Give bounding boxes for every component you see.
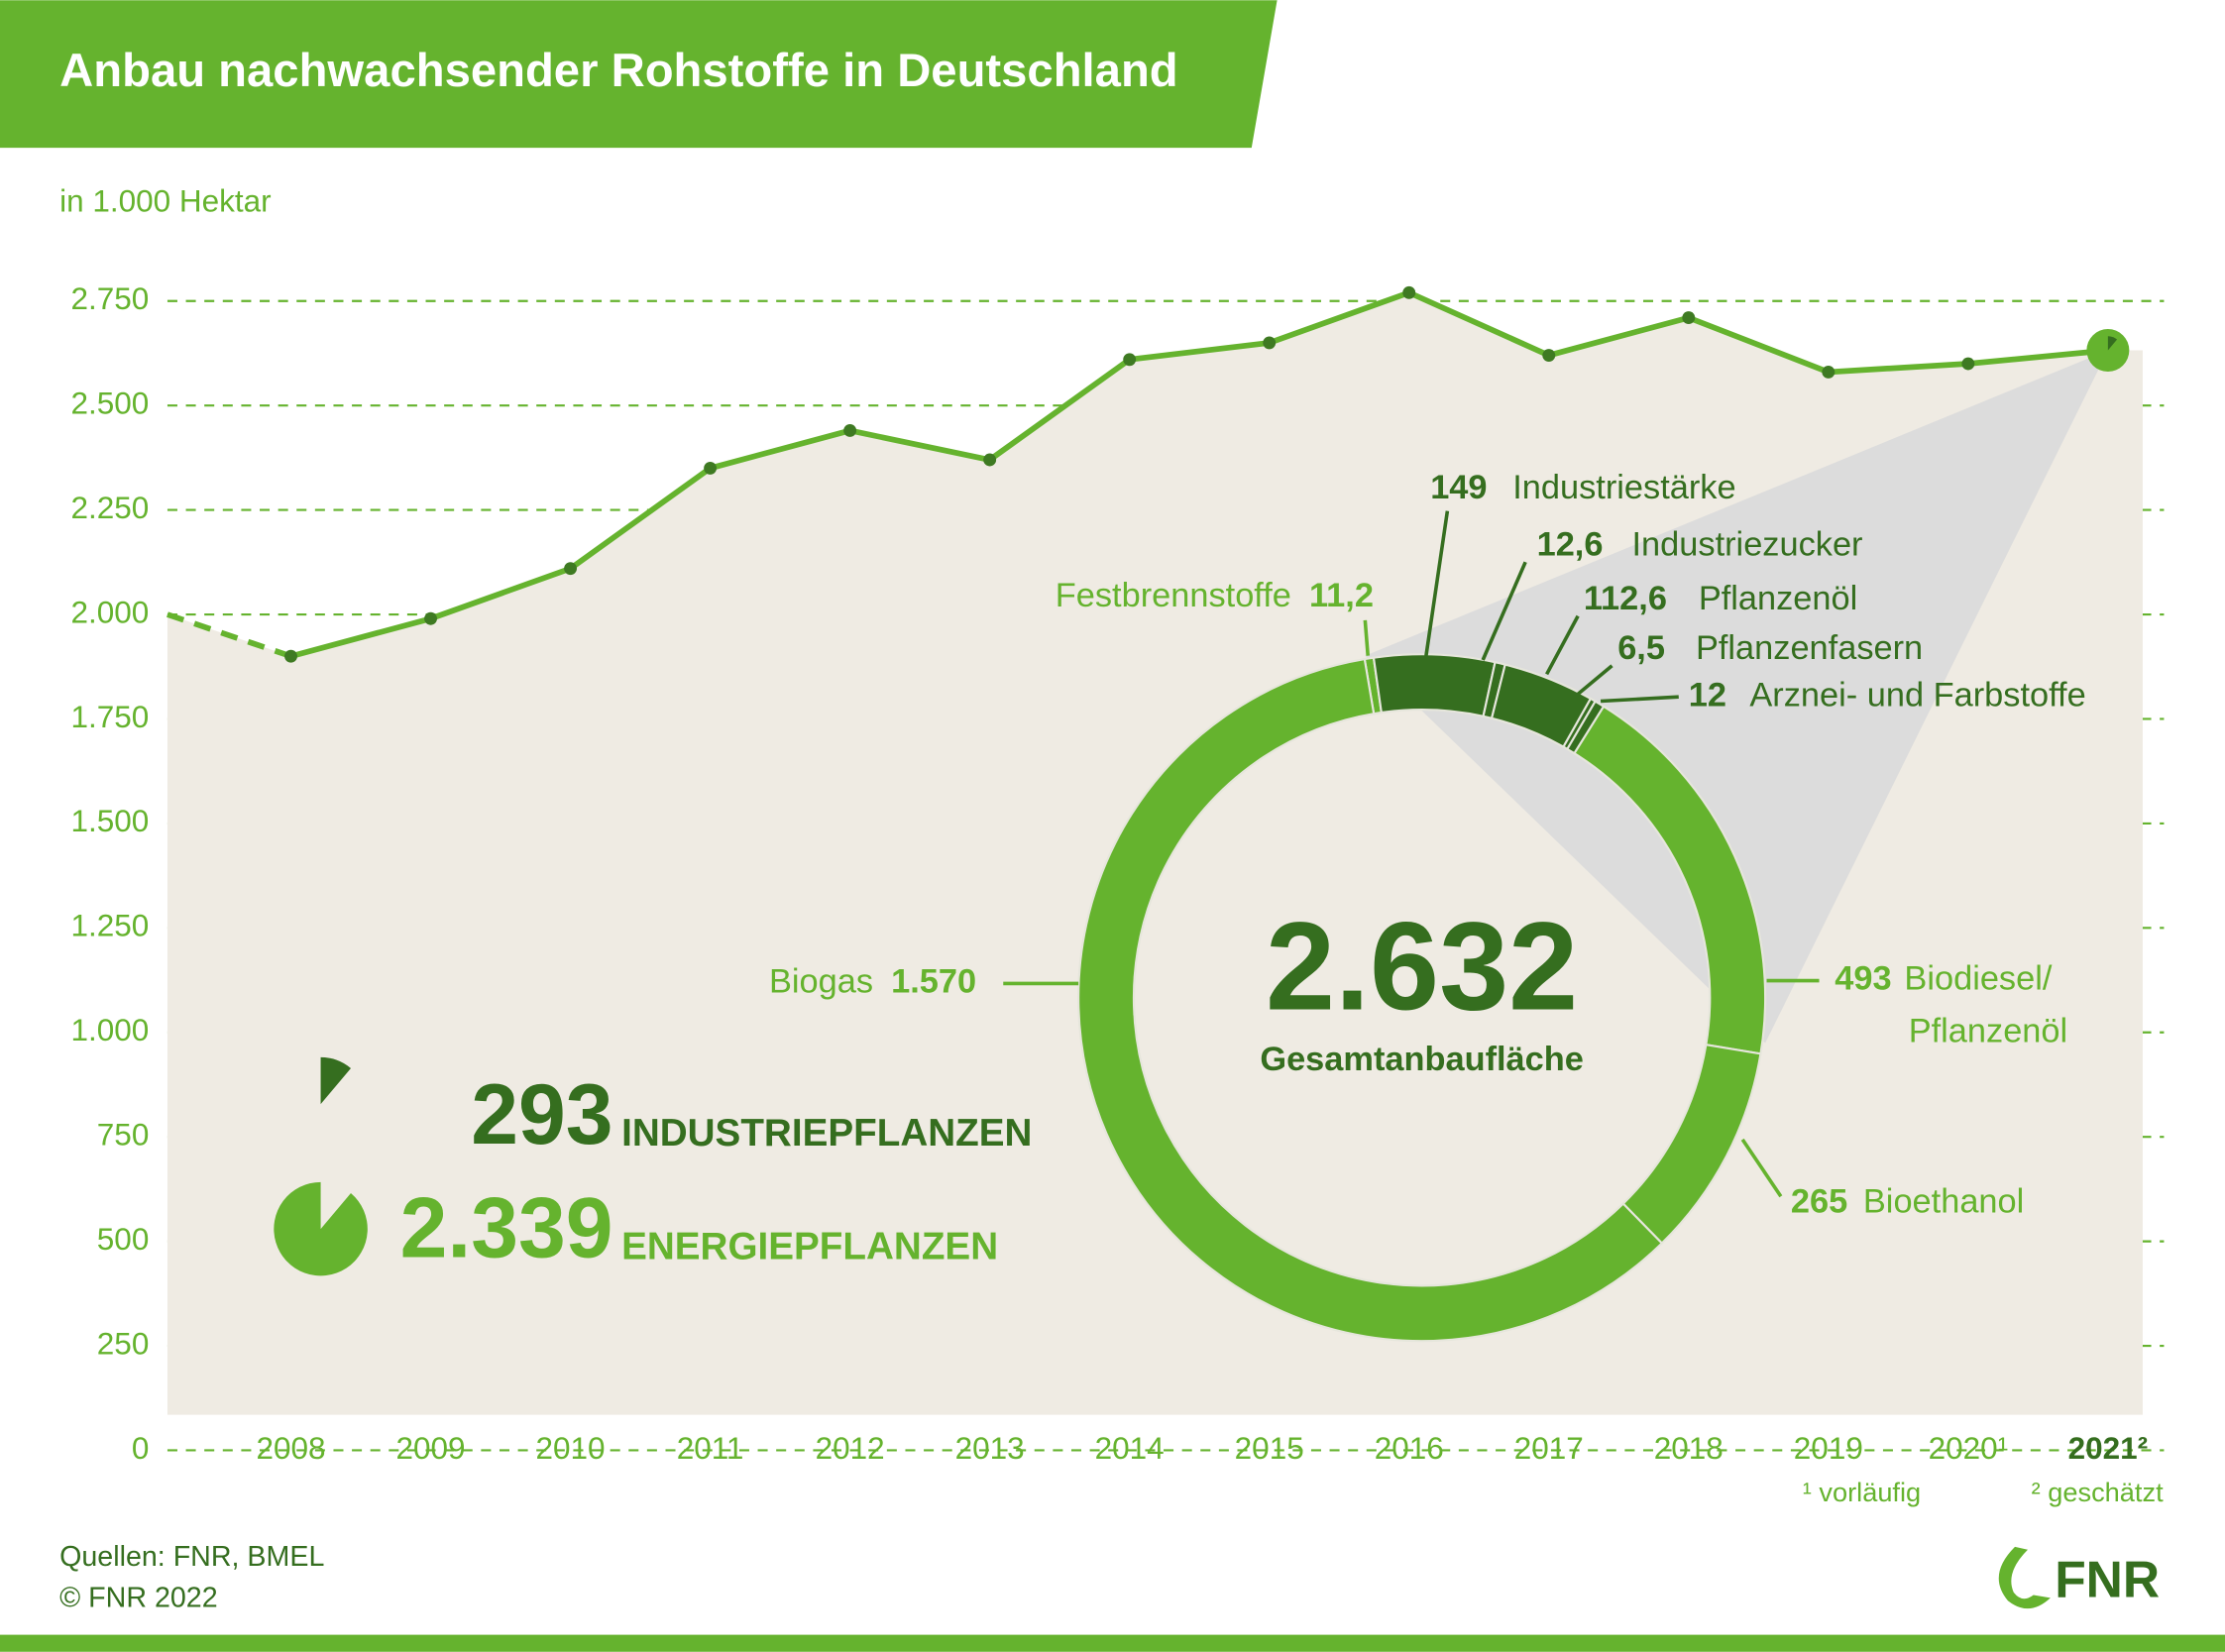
x-tick-label: 2009: [396, 1430, 466, 1466]
x-tick-label: 2013: [955, 1430, 1025, 1466]
sources: Quellen: FNR, BMEL: [59, 1541, 324, 1573]
segment-name: Arznei- und Farbstoffe: [1749, 676, 2085, 714]
y-tick-label: 2.750: [71, 280, 150, 316]
point-highlight: [2086, 329, 2130, 372]
x-tick-label: 2012: [816, 1430, 885, 1466]
y-axis-title: in 1.000 Hektar: [59, 182, 272, 218]
y-tick-label: 1.750: [71, 699, 150, 734]
segment-value: 265: [1791, 1182, 1847, 1220]
x-tick-label: 2020¹: [1929, 1430, 2009, 1466]
x-tick-label: 2021²: [2068, 1430, 2149, 1466]
line: [289, 289, 2109, 659]
donut-segment: [1077, 657, 1664, 1343]
leader-line: [1740, 1138, 1783, 1198]
y-tick-label: 500: [97, 1221, 150, 1257]
point: [1263, 336, 1277, 350]
segment-name: Pflanzenfasern: [1696, 629, 1923, 667]
segment-name: Festbrennstoffe: [1056, 577, 1291, 614]
x-tick-label: 2010: [536, 1430, 606, 1466]
group-icon: [274, 1181, 368, 1276]
point: [1402, 285, 1416, 299]
group-value: 2.339: [400, 1181, 613, 1276]
group-value: 293: [471, 1067, 612, 1162]
segment-name: Bioethanol: [1863, 1182, 2024, 1220]
y-tick-label: 2.000: [71, 594, 150, 629]
point: [1542, 349, 1556, 363]
segment-value: 11,2: [1309, 577, 1374, 614]
copyright: © FNR 2022: [59, 1582, 218, 1613]
leader-line: [1545, 614, 1580, 676]
point: [424, 611, 437, 625]
x-tick-label: 2017: [1514, 1430, 1584, 1466]
donut-segment: [1372, 653, 1497, 718]
group-name: ENERGIEPFLANZEN: [621, 1225, 998, 1267]
segment-name: Industriestärke: [1512, 469, 1735, 506]
point: [843, 424, 857, 437]
total-value: 2.632: [1266, 897, 1578, 1037]
point: [1961, 357, 1975, 371]
point: [1682, 311, 1696, 325]
segment-value: 12: [1689, 676, 1726, 714]
point: [704, 461, 718, 475]
leader-line: [1481, 561, 1527, 661]
y-tick-label: 1.250: [71, 908, 150, 943]
x-tick-label: 2014: [1095, 1430, 1165, 1466]
segment-value: 1.570: [891, 963, 976, 1001]
segment-value: 493: [1835, 960, 1891, 998]
leader-line: [1600, 695, 1679, 704]
segment-name: Industriezucker: [1632, 526, 1863, 564]
x-tick-label: 2019: [1794, 1430, 1863, 1466]
line-dashed: [167, 611, 292, 659]
y-tick-label: 750: [97, 1116, 150, 1152]
logo-mark: [1998, 1546, 2051, 1609]
plot: in 1.000 Hektar 0 250 500 750 1.000 1.250 1.500…: [59, 182, 2165, 1507]
leader-line: [1363, 619, 1371, 656]
x-tick-label: 2018: [1654, 1430, 1724, 1466]
title-banner: [0, 0, 1278, 149]
y-tick-label: 2.500: [71, 385, 150, 420]
bottom-bar: [0, 1634, 2225, 1652]
point: [564, 562, 578, 576]
segment-value: 12,6: [1537, 526, 1604, 564]
segment-value: 149: [1430, 469, 1487, 506]
point: [1123, 353, 1137, 367]
x-tick-label: 2008: [256, 1430, 325, 1466]
segment-value: 6,5: [1617, 629, 1665, 667]
logo: FNR: [2055, 1551, 2160, 1608]
point: [1822, 365, 1836, 379]
total-caption: Gesamtanbaufläche: [1260, 1041, 1584, 1078]
chart-title: Anbau nachwachsender Rohstoffe in Deutsc…: [59, 45, 1178, 97]
footnote: ¹ vorläufig: [1803, 1477, 1921, 1507]
point: [284, 649, 297, 663]
segment-name: Pflanzenöl: [1699, 580, 1857, 617]
x-tick-label: 2016: [1375, 1430, 1444, 1466]
group-icon: [320, 1056, 351, 1105]
group-name: INDUSTRIEPFLANZEN: [621, 1112, 1032, 1155]
y-tick-label: 250: [97, 1325, 150, 1361]
point-highlight-wedge: [2107, 336, 2118, 351]
point: [983, 453, 997, 467]
footnote: ² geschätzt: [2032, 1477, 2164, 1507]
y-tick-label: 2.250: [71, 490, 150, 525]
x-tick-label: 2015: [1235, 1430, 1304, 1466]
y-tick-label: 0: [132, 1430, 150, 1466]
segment-value: 112,6: [1584, 580, 1667, 617]
segment-name: Biogas: [769, 963, 873, 1001]
segment-name: Biodiesel/Pflanzenöl: [1904, 960, 2067, 1050]
leader-line: [1424, 510, 1450, 656]
zoom-wedge: [1365, 350, 2108, 1044]
x-tick-label: 2011: [677, 1430, 744, 1466]
leader-line: [1576, 664, 1613, 696]
y-tick-label: 1.000: [71, 1012, 150, 1047]
y-tick-label: 1.500: [71, 803, 150, 838]
